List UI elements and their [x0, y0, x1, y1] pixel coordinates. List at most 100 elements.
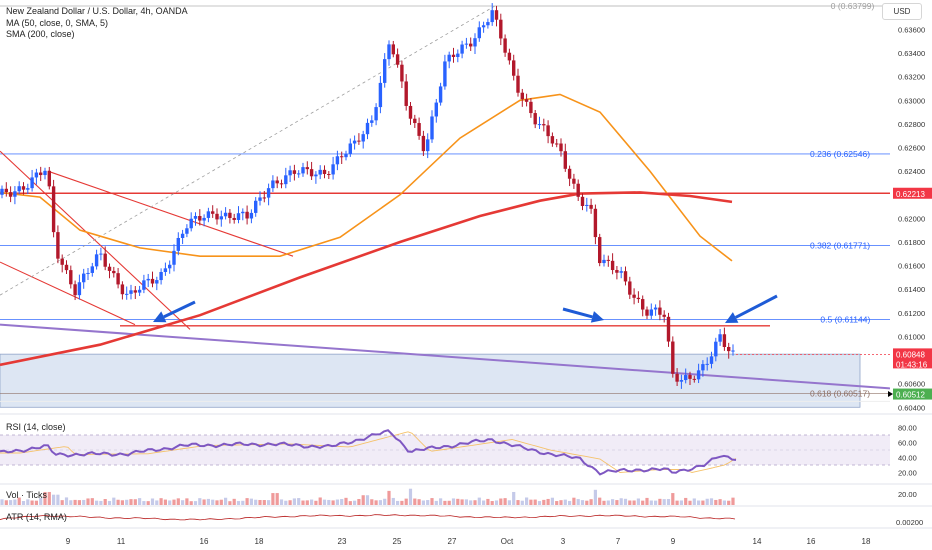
- price-pointer-icon: [888, 391, 893, 398]
- rsi-legend[interactable]: RSI (14, close): [6, 422, 66, 432]
- volume-bar: [275, 493, 279, 505]
- volume-bar: [451, 498, 456, 505]
- time-tick-label: 25: [393, 537, 402, 546]
- candle-body: [456, 53, 460, 57]
- volume-bar: [456, 498, 460, 505]
- volume-bar: [305, 500, 309, 505]
- arrow-middle-head: [590, 311, 604, 323]
- volume-bar: [714, 499, 718, 505]
- candle-body: [619, 271, 623, 273]
- volume-bar: [486, 498, 490, 505]
- volume-bar: [219, 499, 223, 505]
- volume-bar: [615, 500, 619, 505]
- channel-line-upper: [0, 150, 191, 330]
- candle-body: [301, 167, 305, 174]
- candle-body: [649, 309, 653, 316]
- candle-body: [593, 208, 598, 238]
- volume-bar: [288, 500, 292, 505]
- volume-bar: [39, 497, 43, 505]
- volume-bar: [245, 498, 249, 505]
- volume-bar: [146, 501, 150, 505]
- price-tick-label: 0.63600: [898, 26, 925, 35]
- candle-body: [309, 169, 314, 177]
- candle-body: [202, 217, 206, 221]
- currency-button[interactable]: USD: [882, 3, 922, 20]
- candle-body: [116, 273, 120, 285]
- time-tick-label: 23: [338, 537, 347, 546]
- candle-body: [580, 196, 585, 206]
- volume-bar: [138, 498, 142, 505]
- volume-bar: [348, 501, 352, 505]
- candle-body: [344, 153, 348, 158]
- time-tick-label: 18: [255, 537, 264, 546]
- candle-body: [404, 81, 408, 106]
- candle-body: [387, 44, 391, 60]
- candle-body: [150, 278, 155, 284]
- candle-body: [241, 211, 245, 214]
- price-label-low-text: 0.60512: [896, 391, 925, 400]
- candle-body: [146, 278, 150, 281]
- time-tick-label: 9: [66, 537, 71, 546]
- candle-body: [417, 123, 421, 136]
- ma50-legend[interactable]: MA (50, close, 0, SMA, 5): [6, 18, 109, 28]
- candle-body: [223, 212, 228, 217]
- atr-legend[interactable]: ATR (14, RMA): [6, 512, 67, 522]
- price-tick-label: 0.61200: [898, 309, 925, 318]
- candle-body: [103, 253, 107, 267]
- candle-body: [606, 259, 610, 261]
- price-tick-label: 0.63400: [898, 49, 925, 58]
- candle-body: [434, 102, 438, 117]
- candle-body: [86, 272, 90, 274]
- price-axis[interactable]: 0.63600 0.63400 0.63200 0.63000 0.62800 0.626…: [888, 26, 932, 413]
- candle-body: [408, 105, 413, 119]
- candle-body: [34, 172, 39, 178]
- sma200-legend[interactable]: SMA (200, close): [6, 29, 75, 39]
- volume-bar: [292, 498, 296, 505]
- volume-bar: [671, 493, 675, 505]
- candle-body: [64, 264, 69, 271]
- volume-bar: [606, 500, 610, 505]
- time-axis[interactable]: 9 11 16 18 23 25 27 Oct 3 7 9 14 16 18: [66, 537, 871, 546]
- volume-bar: [331, 500, 335, 505]
- volume-bar: [542, 499, 546, 505]
- time-tick-label: 14: [753, 537, 762, 546]
- candle-body: [254, 200, 258, 213]
- candle-body: [426, 139, 430, 152]
- annotation-arrows[interactable]: [153, 294, 778, 323]
- candle-body: [524, 99, 529, 102]
- volume-bar: [193, 501, 198, 505]
- candle-body: [503, 38, 507, 53]
- candle-body: [464, 43, 469, 45]
- candle-body: [327, 174, 331, 176]
- arrow-left-head: [153, 311, 167, 323]
- candle-body: [727, 346, 731, 352]
- volume-bar: [202, 499, 206, 505]
- candle-body: [219, 216, 223, 220]
- fib-level-label: 0.382 (0.61771): [810, 240, 870, 250]
- volume-bar: [580, 500, 585, 505]
- volume-bar: [353, 500, 357, 505]
- volume-bar: [82, 499, 86, 505]
- candle-body: [99, 253, 103, 255]
- candle-body: [722, 334, 727, 347]
- volume-bar: [697, 500, 701, 505]
- candle-body: [370, 120, 374, 123]
- candle-body: [671, 341, 675, 374]
- volume-bar: [125, 499, 129, 505]
- candle-body: [47, 170, 51, 187]
- volume-bar: [267, 500, 271, 505]
- volume-bar: [709, 498, 714, 505]
- rsi-tick-label: 80.00: [898, 424, 917, 433]
- candle-body: [292, 170, 297, 174]
- candle-body: [529, 101, 533, 114]
- candle-body: [266, 188, 271, 198]
- candle-body: [206, 211, 211, 218]
- volume-bar: [374, 500, 378, 505]
- drawing-objects[interactable]: [0, 5, 891, 394]
- volume-legend[interactable]: Vol · Ticks: [6, 490, 48, 500]
- candle-body: [555, 143, 559, 145]
- volume-bar: [284, 500, 288, 505]
- volume-bar: [241, 500, 245, 505]
- candle-body: [107, 266, 112, 271]
